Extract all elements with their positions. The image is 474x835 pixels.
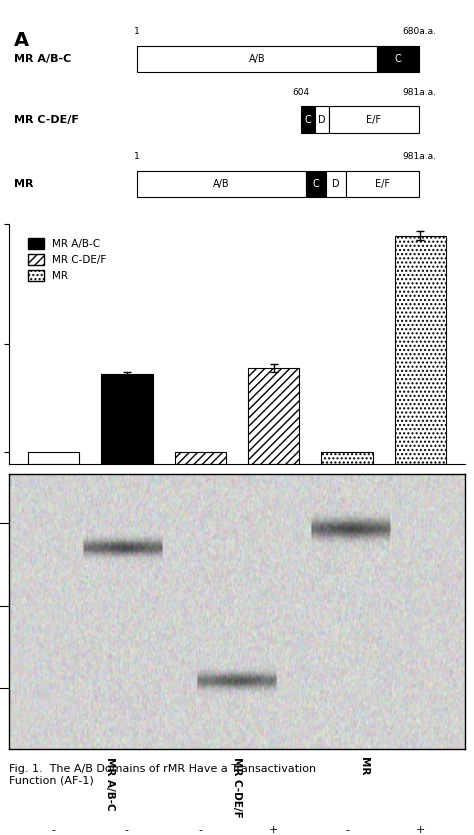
Text: +: +	[269, 826, 278, 835]
Text: 1: 1	[134, 28, 140, 37]
Text: D: D	[318, 114, 326, 124]
FancyBboxPatch shape	[315, 106, 329, 133]
Text: MR C-DE/F: MR C-DE/F	[232, 757, 242, 818]
Text: A: A	[14, 31, 29, 50]
FancyBboxPatch shape	[301, 106, 315, 133]
FancyBboxPatch shape	[377, 46, 419, 73]
Text: 981a.a.: 981a.a.	[402, 152, 436, 161]
Text: +: +	[416, 826, 425, 835]
Text: MR C-DE/F: MR C-DE/F	[14, 114, 79, 124]
Bar	[395, 235, 446, 464]
Text: Fig. 1.  The A/B Domains of rMR Have a Transactivation
Function (AF-1): Fig. 1. The A/B Domains of rMR Have a Tr…	[9, 763, 317, 785]
Text: E/F: E/F	[366, 114, 382, 124]
Text: 1: 1	[134, 152, 140, 161]
Text: 604: 604	[292, 88, 309, 97]
Bar	[248, 368, 300, 464]
FancyBboxPatch shape	[329, 106, 419, 133]
Bar	[101, 374, 153, 464]
Text: MR A/B-C: MR A/B-C	[105, 757, 115, 811]
FancyBboxPatch shape	[306, 170, 326, 197]
Text: -: -	[125, 826, 129, 835]
FancyBboxPatch shape	[346, 170, 419, 197]
Bar	[174, 453, 226, 464]
Text: MR A/B-C: MR A/B-C	[14, 54, 71, 64]
Text: 981a.a.: 981a.a.	[402, 88, 436, 97]
Text: MR: MR	[14, 179, 34, 189]
Bar	[28, 453, 79, 464]
FancyBboxPatch shape	[326, 170, 346, 197]
FancyBboxPatch shape	[137, 46, 377, 73]
Text: MR: MR	[359, 757, 369, 776]
Bar	[321, 453, 373, 464]
Text: A/B: A/B	[213, 179, 230, 189]
Text: E/F: E/F	[375, 179, 390, 189]
Text: D: D	[332, 179, 339, 189]
Legend: MR A/B-C, MR C-DE/F, MR: MR A/B-C, MR C-DE/F, MR	[24, 234, 110, 285]
Text: -: -	[345, 826, 349, 835]
Text: 680a.a.: 680a.a.	[402, 28, 436, 37]
Text: C: C	[313, 179, 319, 189]
FancyBboxPatch shape	[137, 170, 306, 197]
Text: -: -	[52, 826, 55, 835]
Text: -: -	[198, 826, 202, 835]
Text: A/B: A/B	[248, 54, 265, 64]
Text: C: C	[304, 114, 311, 124]
Text: C: C	[394, 54, 401, 64]
